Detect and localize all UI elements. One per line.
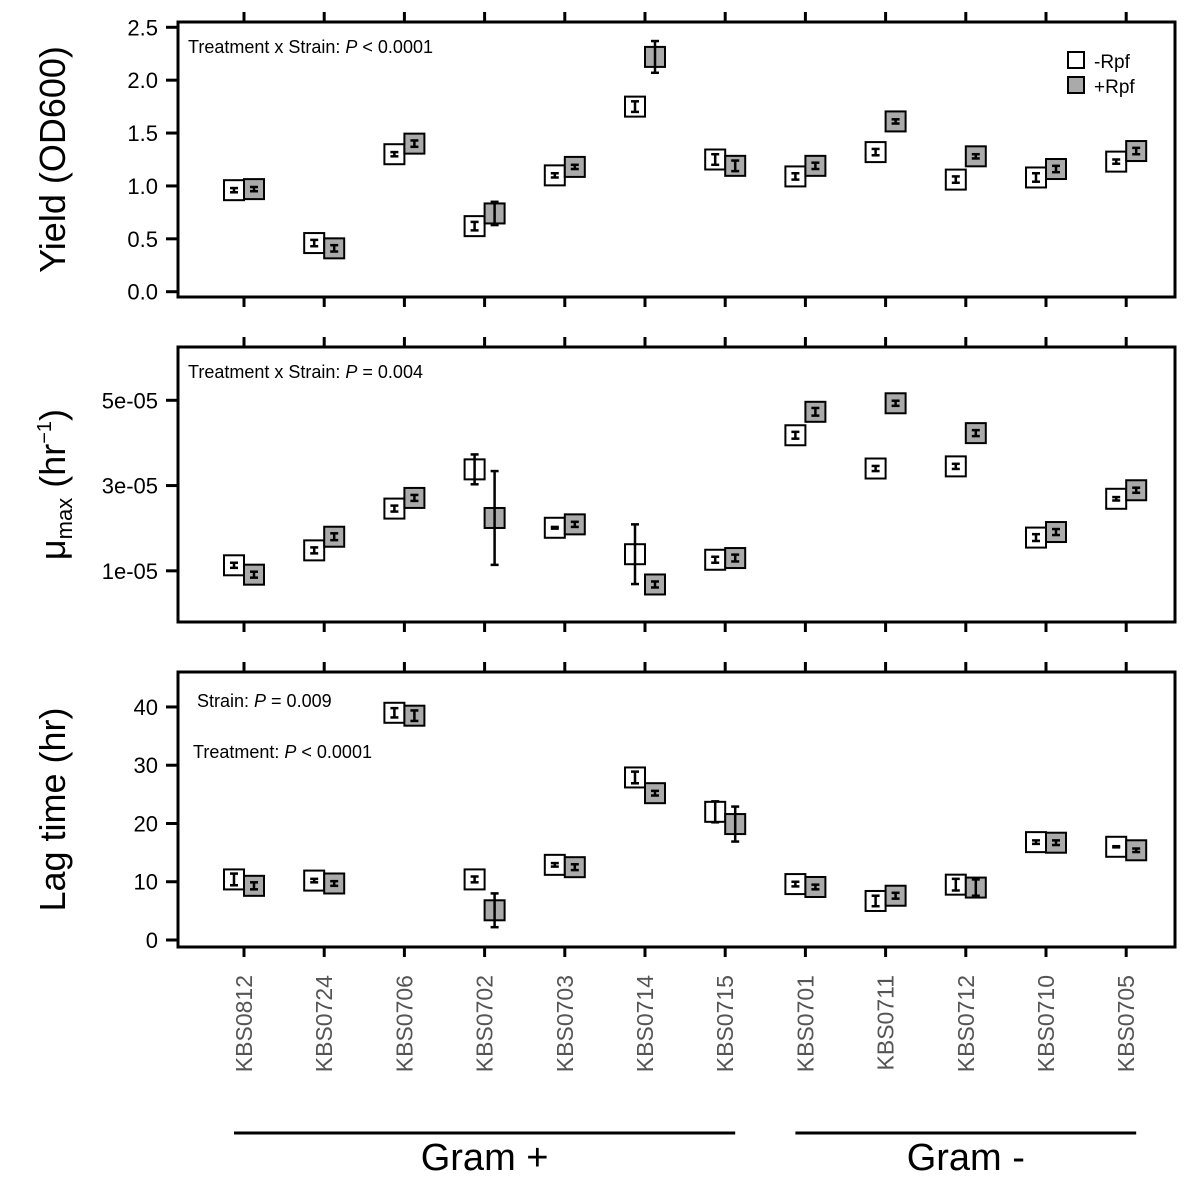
y-tick-label: 2.0 xyxy=(127,68,158,93)
y-axis-label: Lag time (hr) xyxy=(32,707,73,911)
panel-frame-lag xyxy=(176,670,1177,949)
y-tick-label: 0.0 xyxy=(127,280,158,305)
strain-label: KBS0702 xyxy=(472,975,498,1072)
strain-label: KBS0812 xyxy=(231,975,257,1072)
stats-annotation: Treatment: P < 0.0001 xyxy=(193,742,372,762)
y-tick-label: 0 xyxy=(146,928,158,953)
stats-annotation: Strain: P = 0.009 xyxy=(197,691,332,711)
y-axis-label: Yield (OD600) xyxy=(32,46,73,273)
y-tick-label: 30 xyxy=(134,753,158,778)
legend-swatch-minus-rpf xyxy=(1067,51,1085,69)
y-tick-label: 2.5 xyxy=(127,15,158,40)
strain-label: KBS0705 xyxy=(1113,975,1139,1072)
legend-label-minus-rpf: -Rpf xyxy=(1094,52,1131,73)
legend-label-plus-rpf: +Rpf xyxy=(1094,77,1135,98)
strain-label: KBS0712 xyxy=(953,975,979,1072)
strain-label: KBS0714 xyxy=(632,975,658,1072)
group-label: Gram - xyxy=(907,1137,1025,1179)
y-axis-label: μmax (hr−1) xyxy=(32,409,77,560)
y-tick-label: 0.5 xyxy=(127,227,158,252)
group-label: Gram + xyxy=(421,1137,549,1179)
legend-swatch-plus-rpf xyxy=(1067,76,1085,94)
y-tick-label: 5e-05 xyxy=(102,388,158,413)
strain-label: KBS0706 xyxy=(391,975,417,1072)
strain-label: KBS0710 xyxy=(1033,975,1059,1072)
panel-frame-yield xyxy=(176,20,1177,299)
y-tick-label: 40 xyxy=(134,695,158,720)
strain-label: KBS0703 xyxy=(552,975,578,1072)
strain-label: KBS0701 xyxy=(792,975,818,1072)
y-tick-label: 1.5 xyxy=(127,121,158,146)
strain-label: KBS0724 xyxy=(311,975,337,1072)
y-tick-label: 20 xyxy=(134,811,158,836)
strain-label: KBS0715 xyxy=(712,975,738,1072)
stats-annotation: Treatment x Strain: P < 0.0001 xyxy=(188,37,433,57)
stats-annotation: Treatment x Strain: P = 0.004 xyxy=(188,362,423,382)
y-tick-label: 10 xyxy=(134,870,158,895)
strain-label: KBS0711 xyxy=(873,975,899,1070)
y-tick-label: 3e-05 xyxy=(102,474,158,499)
panel-frame-umax xyxy=(176,345,1177,624)
y-tick-label: 1e-05 xyxy=(102,559,158,584)
y-tick-label: 1.0 xyxy=(127,174,158,199)
